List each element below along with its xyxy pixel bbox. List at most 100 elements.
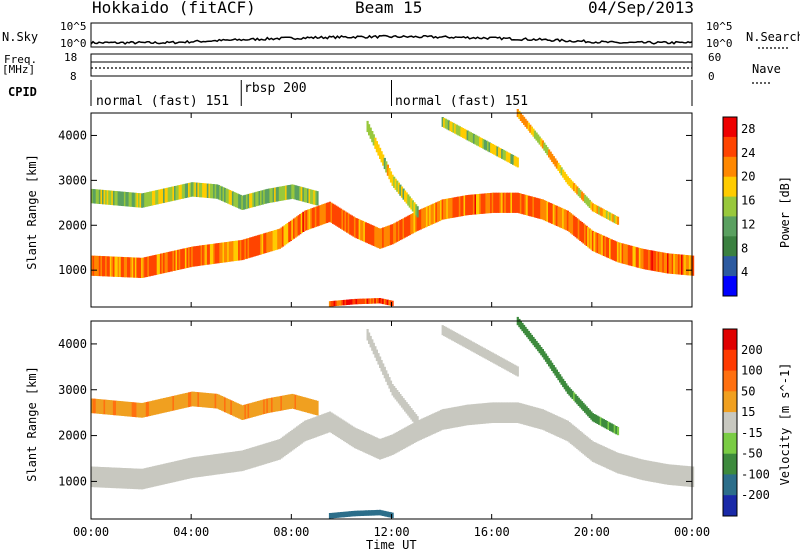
- echo-cell: [477, 136, 480, 147]
- power-heatmap: [91, 109, 695, 307]
- echo-cell: [288, 185, 291, 200]
- echo-cell: [292, 394, 296, 409]
- echo-cell: [497, 356, 501, 367]
- echo-cell: [194, 182, 197, 197]
- echo-cell: [371, 435, 374, 456]
- echo-cell: [549, 151, 552, 160]
- echo-cell: [349, 214, 352, 235]
- echo-cell: [407, 404, 410, 416]
- echo-cell: [388, 377, 391, 389]
- echo-cell: [184, 183, 188, 198]
- echo-cell: [527, 195, 530, 216]
- echo-cell: [203, 392, 206, 408]
- echo-cell: [313, 417, 316, 438]
- echo-cell: [555, 205, 558, 226]
- echo-cell: [399, 219, 402, 241]
- colorbar-swatch: [723, 329, 737, 351]
- echo-cell: [515, 365, 518, 376]
- echo-cell: [405, 216, 408, 237]
- echo-cell: [296, 216, 299, 237]
- echo-cell: [501, 149, 504, 159]
- echo-cell: [189, 391, 192, 407]
- echo-cell: [449, 198, 452, 219]
- echo-cell: [274, 397, 277, 412]
- echo-cell: [191, 182, 194, 197]
- echo-cell: [605, 447, 609, 469]
- echo-cell: [263, 399, 266, 414]
- echo-cell: [490, 143, 493, 153]
- echo-cell: [200, 456, 203, 477]
- echo-cell: [250, 447, 253, 469]
- echo-cell: [601, 235, 604, 256]
- echo-cell: [523, 324, 526, 334]
- echo-cell: [138, 468, 141, 490]
- echo-cell: [92, 466, 95, 488]
- echo-cell: [476, 194, 479, 215]
- echo-cell: [552, 156, 555, 165]
- echo-cell: [554, 415, 557, 436]
- echo-cell: [471, 341, 474, 352]
- echo-cell: [493, 144, 496, 155]
- echo-cell: [172, 395, 175, 411]
- echo-cell: [610, 449, 613, 471]
- echo-cell: [195, 246, 199, 267]
- echo-cell: [519, 193, 522, 214]
- echo-cell: [119, 401, 122, 416]
- echo-cell: [150, 400, 153, 416]
- echo-cell: [404, 217, 407, 238]
- echo-cell: [380, 360, 383, 372]
- echo-cell: [632, 457, 635, 478]
- echo-cell: [610, 239, 613, 260]
- echo-cell: [299, 424, 302, 445]
- echo-cell: [202, 392, 205, 408]
- echo-cell: [339, 512, 343, 518]
- echo-cell: [532, 406, 535, 428]
- echo-cell: [167, 462, 170, 484]
- echo-cell: [372, 342, 375, 355]
- echo-cell: [501, 402, 504, 423]
- echo-cell: [544, 410, 548, 432]
- echo-cell: [568, 422, 571, 443]
- echo-cell: [552, 365, 555, 374]
- echo-cell: [122, 191, 125, 207]
- echo-cell: [97, 255, 100, 277]
- echo-cell: [278, 228, 281, 249]
- echo-cell: [264, 443, 267, 464]
- echo-cell: [235, 451, 238, 472]
- echo-cell: [460, 127, 463, 137]
- echo-cell: [377, 298, 380, 304]
- colorbar-tick-label: -15: [741, 426, 763, 440]
- echo-cell: [491, 192, 494, 213]
- echo-cell: [133, 257, 136, 278]
- colorbar-tick-label: 15: [741, 405, 755, 419]
- echo-cell: [380, 151, 383, 163]
- echo-cell: [141, 403, 144, 418]
- echo-cell: [141, 468, 144, 490]
- echo-cell: [203, 244, 206, 266]
- echo-cell: [355, 428, 358, 449]
- echo-cell: [482, 193, 485, 214]
- echo-cell: [222, 453, 225, 474]
- echo-cell: [585, 196, 588, 205]
- echo-cell: [451, 122, 454, 132]
- echo-cell: [416, 420, 419, 442]
- date-title: 04/Sep/2013: [588, 0, 694, 17]
- echo-cell: [97, 399, 100, 414]
- echo-cell: [274, 230, 277, 251]
- echo-cell: [260, 234, 263, 255]
- echo-cell: [496, 355, 499, 366]
- echo-cell: [652, 250, 656, 271]
- echo-cell: [357, 510, 360, 517]
- echo-cell: [454, 197, 457, 218]
- echo-cell: [302, 187, 305, 202]
- echo-cell: [394, 178, 397, 190]
- echo-cell: [602, 235, 605, 256]
- echo-cell: [263, 443, 266, 465]
- echo-cell: [674, 254, 677, 275]
- echo-cell: [360, 220, 363, 241]
- echo-cell: [364, 510, 368, 516]
- echo-cell: [379, 356, 382, 368]
- echo-cell: [518, 110, 521, 119]
- echo-cell: [148, 256, 152, 277]
- echo-cell: [436, 411, 440, 432]
